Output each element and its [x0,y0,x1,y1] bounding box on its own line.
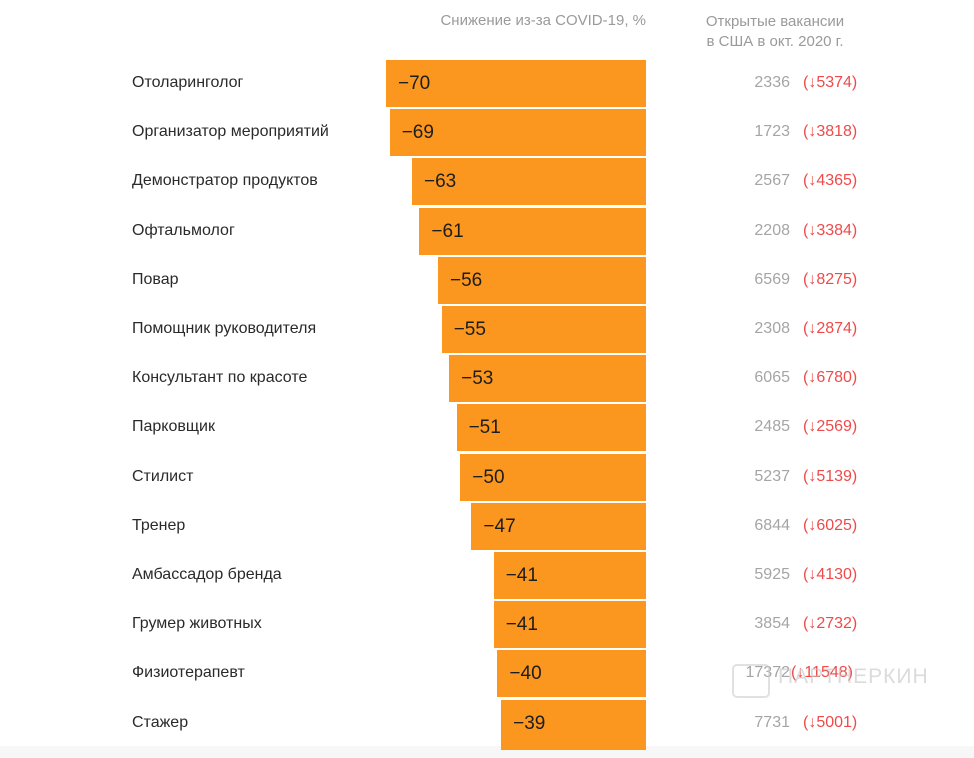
bar-value-label: −56 [450,269,483,291]
vacancy-decline-value: (↓3384) [803,221,858,239]
header-open-vacancies-line1: Открытые вакансии [705,13,845,30]
header-decline: Снижение из-за COVID-19, % [440,12,646,29]
open-vacancies-value: 5925 [754,566,790,583]
bar-value-label: −40 [509,663,542,685]
category-label: Амбассадор бренда [132,566,282,583]
category-label: Консультант по красоте [132,369,308,387]
open-vacancies-value: 2208 [754,221,790,239]
bar: −70 [386,60,646,107]
bar-value-label: −63 [424,171,457,193]
open-vacancies-value: 17372 [745,664,791,682]
open-vacancies-value: 2336 [754,74,790,91]
chart-row: Тренер −47 6844 (↓6025) [0,502,974,552]
vacancy-decline-value: (↓3818) [803,123,858,141]
chart-row: Отоларинголог −70 2336 (↓5374) [0,60,974,109]
open-vacancies-value: 6569 [754,270,790,288]
category-label: Стажер [132,713,189,731]
header-open-vacancies-line2: в США в окт. 2020 г. [706,33,844,50]
chart-row: Стилист −50 5237 (↓5139) [0,453,974,503]
vacancy-decline-value: (↓5001) [803,713,858,731]
chart-row: Грумер животных −41 3854 (↓2732) [0,601,974,650]
category-label: Офтальмолог [132,221,235,239]
category-label: Организатор мероприятий [132,123,329,141]
bar-value-label: −55 [453,319,486,340]
vacancy-decline-value: (↓4365) [803,172,858,190]
bottom-band [0,746,974,758]
bar-value-label: −51 [468,417,501,439]
open-vacancies-value: 1723 [754,123,790,141]
category-label: Повар [132,270,179,288]
vacancy-decline-value: (↓6780) [803,369,858,387]
chart-row: Консультант по красоте −53 6065 (↓6780) [0,355,974,404]
bar: −56 [438,256,646,304]
chart-row: Физиотерапевт −40 17372 (↓11548) [0,650,974,699]
open-vacancies-value: 6844 [754,516,790,534]
category-label: Парковщик [132,418,215,436]
bar-value-label: −61 [431,220,464,242]
vacancy-decline-value: (↓6025) [803,516,858,534]
header-open-vacancies: Открытые вакансии в США в окт. 2020 г. [680,12,870,52]
bar-value-label: −39 [513,712,546,734]
category-label: Помощник руководителя [132,320,317,337]
category-label: Отоларинголог [132,74,244,91]
bar: −53 [449,355,646,403]
open-vacancies-value: 3854 [754,615,790,633]
vacancy-decline-value: (↓11548) [791,664,853,682]
bar: −55 [441,306,646,353]
chart-row: Стажер −39 7731 (↓5001) [0,699,974,749]
bar-value-label: −47 [483,515,516,537]
bar: −41 [493,601,646,649]
vacancy-decline-value: (↓2732) [803,615,858,633]
bar: −41 [493,552,646,599]
open-vacancies-value: 7731 [754,713,790,731]
vacancy-decline-value: (↓8275) [803,270,858,288]
bar: −51 [456,404,646,452]
bar: −47 [471,502,646,550]
chart-row: Парковщик −51 2485 (↓2569) [0,404,974,453]
category-label: Демонстратор продуктов [132,172,318,190]
open-vacancies-value: 2567 [754,172,790,190]
chart-row: Помощник руководителя −55 2308 (↓2874) [0,306,974,355]
bar-value-label: −53 [461,368,494,390]
open-vacancies-value: 5237 [754,467,790,485]
vacancy-decline-value: (↓2569) [803,418,858,436]
bar: −50 [460,453,646,501]
bar-value-label: −41 [505,565,538,586]
bar: −39 [501,699,646,747]
open-vacancies-value: 6065 [754,369,790,387]
bar-value-label: −69 [401,122,434,144]
open-vacancies-value: 2308 [754,320,790,337]
bar-value-label: −41 [505,614,538,636]
chart-row: Организатор мероприятий −69 1723 (↓3818) [0,109,974,158]
bar: −63 [412,158,646,206]
vacancy-decline-value: (↓5374) [803,74,858,91]
chart-row: Демонстратор продуктов −63 2567 (↓4365) [0,158,974,207]
bar: −61 [419,207,646,255]
bar-value-label: −70 [398,73,431,94]
category-label: Тренер [132,516,186,534]
category-label: Стилист [132,467,194,485]
vacancy-decline-value: (↓4130) [803,566,858,583]
chart-row: Офтальмолог −61 2208 (↓3384) [0,207,974,257]
category-label: Физиотерапевт [132,664,245,682]
vacancy-decline-value: (↓5139) [803,467,858,485]
partial-bar [501,746,646,750]
open-vacancies-value: 2485 [754,418,790,436]
vacancy-decline-value: (↓2874) [803,320,858,337]
bar: −69 [389,109,646,157]
chart-row: Повар −56 6569 (↓8275) [0,256,974,306]
category-label: Грумер животных [132,615,262,633]
bar-value-label: −50 [472,466,505,488]
chart-row: Амбассадор бренда −41 5925 (↓4130) [0,552,974,601]
bar: −40 [497,650,646,698]
